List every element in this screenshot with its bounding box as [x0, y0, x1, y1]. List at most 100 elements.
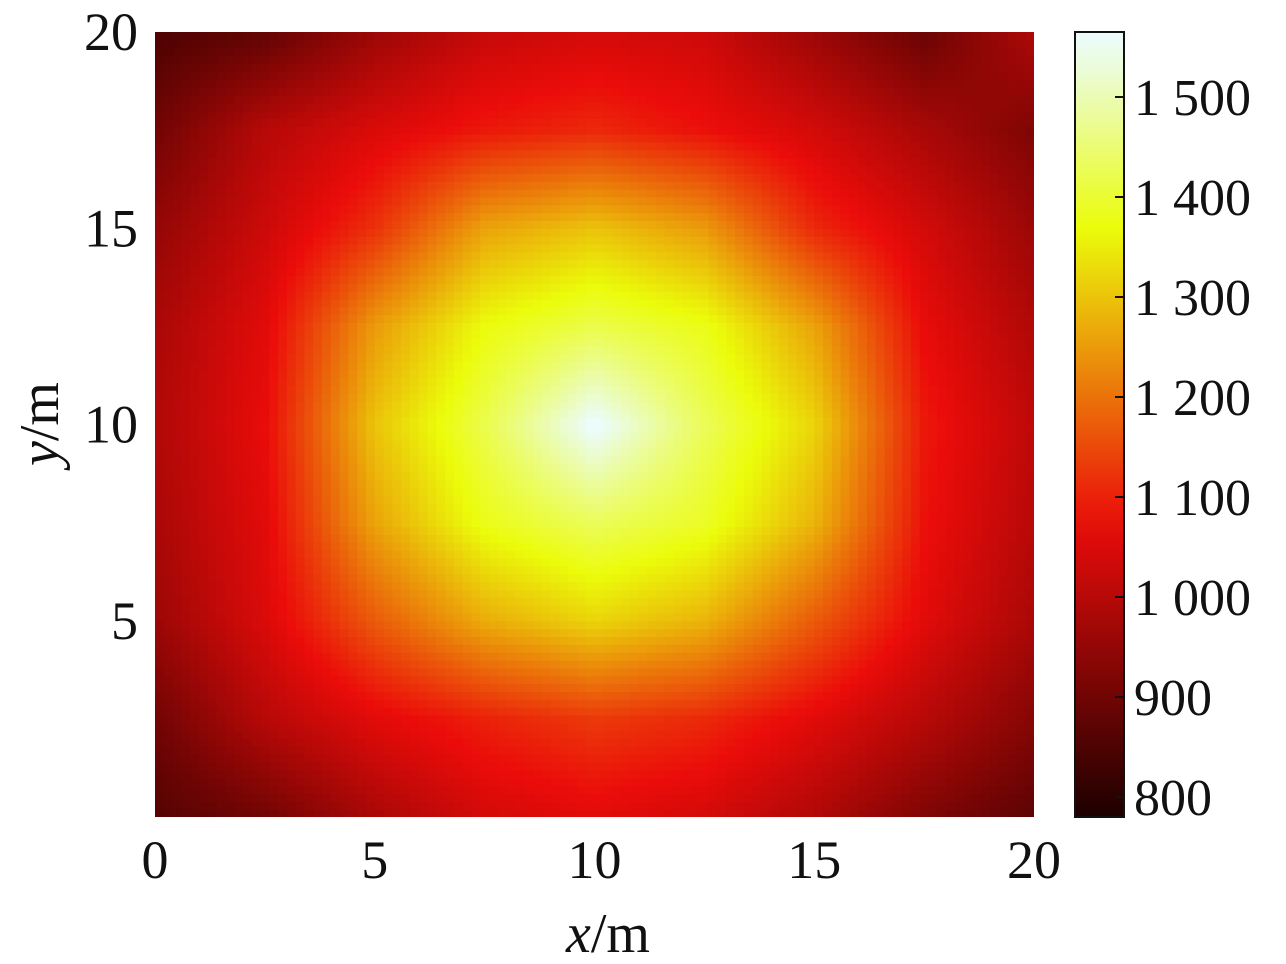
heatmap-cell	[664, 644, 675, 653]
heatmap-cell	[198, 777, 209, 787]
heatmap-cell	[190, 573, 200, 583]
heatmap-cell	[682, 542, 692, 551]
heatmap-cell	[612, 667, 622, 677]
heatmap-cell	[823, 667, 833, 677]
heatmap-cell	[963, 691, 974, 700]
heatmap-cell	[875, 809, 886, 817]
heatmap-cell	[286, 652, 297, 661]
heatmap-cell	[779, 777, 789, 787]
heatmap-cell	[234, 754, 244, 763]
heatmap-cell	[365, 683, 376, 692]
heatmap-cell	[981, 612, 991, 622]
heatmap-cell	[585, 769, 596, 779]
heatmap-cell	[409, 746, 420, 755]
heatmap-cell	[585, 510, 596, 520]
heatmap-cell	[374, 683, 385, 692]
heatmap-cell	[656, 754, 666, 763]
heatmap-cell	[717, 793, 727, 802]
heatmap-cell	[515, 707, 525, 716]
heatmap-cell	[207, 667, 218, 677]
heatmap-cell	[497, 550, 508, 559]
heatmap-cell	[585, 534, 596, 543]
heatmap-cell	[682, 738, 692, 747]
heatmap-cell	[752, 479, 763, 488]
heatmap-cell	[884, 691, 894, 700]
heatmap-cell	[278, 424, 288, 433]
heatmap-cell	[181, 534, 191, 543]
heatmap-cell	[664, 455, 675, 465]
heatmap-cell	[286, 542, 297, 551]
heatmap-cell	[954, 746, 965, 755]
heatmap-cell	[322, 801, 332, 810]
heatmap-cell	[893, 691, 903, 700]
heatmap-cell	[383, 550, 393, 559]
heatmap-cell	[805, 809, 815, 817]
heatmap-cell	[313, 557, 323, 567]
heatmap-cell	[163, 565, 174, 575]
heatmap-cell	[761, 714, 771, 724]
heatmap-cell	[849, 620, 859, 630]
heatmap-cell	[207, 518, 218, 528]
heatmap-cell	[163, 424, 174, 433]
heatmap-cell	[181, 432, 191, 441]
heatmap-cell	[796, 526, 807, 535]
heatmap-cell	[972, 550, 982, 559]
heatmap-cell	[699, 754, 710, 763]
heatmap-cell	[673, 432, 683, 441]
heatmap-cell	[155, 471, 165, 481]
heatmap-cell	[612, 730, 622, 740]
heatmap-cell	[436, 495, 446, 504]
heatmap-cell	[796, 636, 807, 645]
heatmap-cell	[726, 675, 736, 685]
heatmap-cell	[1016, 754, 1026, 763]
heatmap-cell	[330, 463, 341, 473]
heatmap-cell	[620, 448, 631, 457]
heatmap-cell	[515, 440, 525, 449]
heatmap-cell	[594, 660, 604, 669]
heatmap-cell	[717, 746, 727, 755]
heatmap-cell	[304, 605, 314, 614]
heatmap-cell	[401, 581, 411, 590]
heatmap-cell	[339, 432, 349, 441]
heatmap-cell	[427, 707, 437, 716]
heatmap-cell	[322, 424, 332, 433]
heatmap-cell	[348, 714, 358, 724]
heatmap-cell	[550, 714, 560, 724]
heatmap-cell	[216, 557, 226, 567]
heatmap-cell	[990, 550, 1000, 559]
heatmap-cell	[559, 691, 569, 700]
heatmap-cell	[453, 801, 464, 810]
heatmap-cell	[937, 660, 947, 669]
heatmap-cell	[954, 667, 965, 677]
heatmap-cell	[910, 612, 921, 622]
heatmap-cell	[190, 652, 200, 661]
heatmap-cell	[532, 644, 543, 653]
heatmap-cell	[603, 471, 613, 481]
heatmap-cell	[322, 785, 332, 795]
heatmap-cell	[1007, 565, 1018, 575]
heatmap-cell	[568, 534, 578, 543]
heatmap-cell	[823, 777, 833, 787]
heatmap-cell	[365, 612, 376, 622]
heatmap-cell	[190, 534, 200, 543]
heatmap-cell	[664, 518, 675, 528]
heatmap-cell	[603, 557, 613, 567]
heatmap-cell	[225, 557, 235, 567]
heatmap-cell	[339, 762, 349, 771]
heatmap-cell	[163, 644, 174, 653]
heatmap-cell	[726, 550, 736, 559]
heatmap-cell	[409, 605, 420, 614]
heatmap-cell	[172, 644, 182, 653]
heatmap-cell	[849, 699, 859, 708]
heatmap-cell	[1025, 479, 1034, 488]
heatmap-cell	[620, 605, 631, 614]
heatmap-cell	[673, 565, 683, 575]
heatmap-cell	[814, 644, 824, 653]
heatmap-cell	[339, 660, 349, 669]
heatmap-cell	[357, 769, 367, 779]
heatmap-cell	[1007, 636, 1018, 645]
heatmap-cell	[286, 644, 297, 653]
heatmap-cell	[445, 738, 455, 747]
heatmap-cell	[242, 605, 253, 614]
heatmap-cell	[849, 769, 859, 779]
